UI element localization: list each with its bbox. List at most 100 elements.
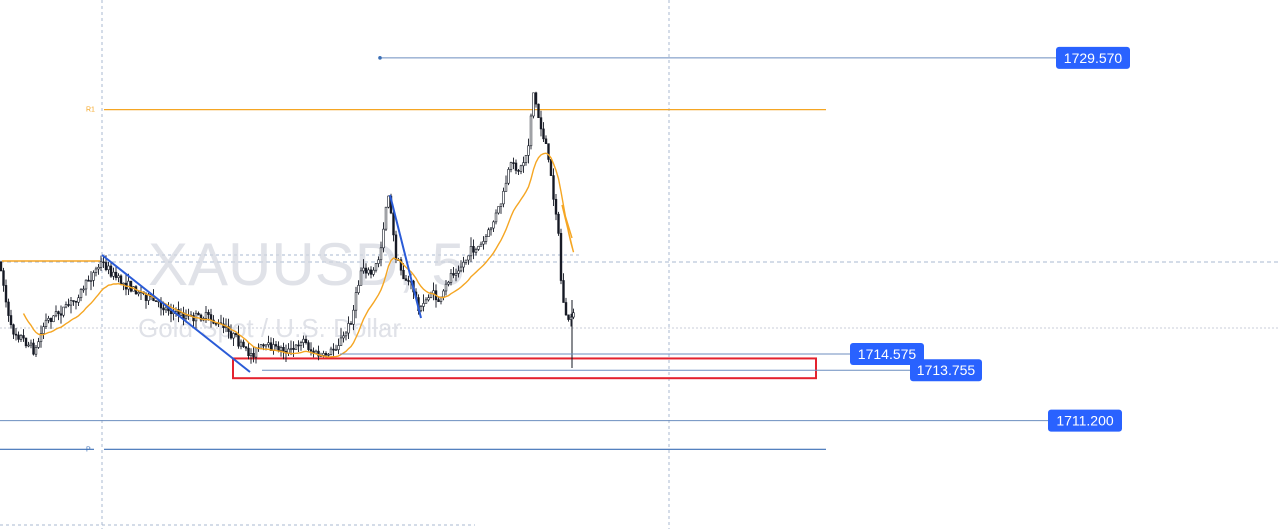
candle-body xyxy=(79,289,83,299)
candle-body xyxy=(387,195,390,208)
candle-body xyxy=(112,271,115,277)
candle-body xyxy=(109,265,113,277)
candle-body xyxy=(422,303,425,307)
candle-body xyxy=(454,273,458,276)
candle-body xyxy=(192,315,195,322)
candle-body xyxy=(137,292,140,295)
candle-body xyxy=(407,280,410,282)
candle-body xyxy=(7,301,10,316)
candle-body xyxy=(379,247,383,261)
candle-body xyxy=(292,347,295,350)
candle-body xyxy=(304,338,308,343)
candle-body xyxy=(444,283,448,292)
candle-body xyxy=(64,304,68,308)
candle-body xyxy=(372,269,375,275)
candle-body xyxy=(447,282,450,285)
candle-body xyxy=(337,345,340,350)
candle-body xyxy=(479,243,483,247)
candle-body xyxy=(382,228,385,249)
candle-body xyxy=(0,261,3,272)
trendlines[interactable] xyxy=(101,194,422,373)
candle-body xyxy=(362,267,365,272)
candle-body xyxy=(62,306,65,316)
candle-body xyxy=(534,92,538,105)
candle-body xyxy=(234,333,238,335)
candle-body xyxy=(282,346,285,352)
candle-body xyxy=(529,115,533,147)
candle-body xyxy=(369,269,373,275)
candle-body xyxy=(54,311,58,317)
candle-body xyxy=(162,307,165,311)
candle-body xyxy=(507,169,510,184)
candle-body xyxy=(514,162,518,171)
candle-body xyxy=(294,344,298,350)
candle-body xyxy=(399,259,403,271)
candle-body xyxy=(524,155,528,163)
moving-average-line xyxy=(22,152,575,358)
candle-body xyxy=(267,342,270,345)
candle-body xyxy=(247,347,250,357)
candle-body xyxy=(169,310,173,315)
candle-body xyxy=(487,229,490,237)
level-label-P: P xyxy=(86,446,91,453)
candle-body xyxy=(334,349,338,351)
candle-body xyxy=(509,162,513,170)
trendline-2 xyxy=(389,194,422,319)
candle-body xyxy=(419,306,423,312)
description-watermark: Gold Spot / U.S. Dollar xyxy=(138,313,401,343)
candle-body xyxy=(29,342,33,346)
price-tag-1713-text: 1713.755 xyxy=(917,362,976,378)
candle-body xyxy=(544,138,548,144)
candle-body xyxy=(34,347,38,355)
candle-body xyxy=(489,227,493,231)
candle-body xyxy=(394,234,398,260)
candle-body xyxy=(2,270,5,286)
candle-body xyxy=(289,347,293,350)
candle-body xyxy=(437,299,440,302)
candle-body xyxy=(42,326,45,334)
candle-body xyxy=(377,259,380,264)
candles xyxy=(0,91,575,368)
candle-body xyxy=(24,337,28,347)
candle-body xyxy=(462,261,465,268)
candle-body xyxy=(17,334,20,340)
candle-body xyxy=(492,221,495,229)
candle-body xyxy=(47,318,50,321)
candle-body xyxy=(122,282,125,285)
candle-body xyxy=(539,117,543,130)
candle-body xyxy=(552,175,555,200)
candle-body xyxy=(357,285,360,293)
candle-body xyxy=(49,318,53,322)
candle-body xyxy=(9,315,13,326)
candle-body xyxy=(22,335,25,339)
candle-body xyxy=(252,353,255,358)
support-zone[interactable] xyxy=(232,357,817,380)
candle-body xyxy=(359,270,363,286)
candle-body xyxy=(277,345,280,351)
candle-body xyxy=(72,300,75,302)
candle-body xyxy=(374,263,378,271)
trendline-1 xyxy=(101,254,251,373)
candle-body xyxy=(527,145,530,156)
candle-body xyxy=(317,350,320,357)
candle-body xyxy=(464,259,468,263)
candle-body xyxy=(402,269,405,280)
price-tag-1729-anchor xyxy=(378,56,382,60)
candle-body xyxy=(499,203,503,207)
candle-body xyxy=(114,271,118,278)
candle-body xyxy=(204,312,208,319)
candle-body xyxy=(339,337,343,346)
candle-body xyxy=(329,348,333,355)
candle-body xyxy=(497,206,500,214)
candle-body xyxy=(459,266,463,272)
candle-body xyxy=(52,315,55,322)
candle-body xyxy=(467,255,470,261)
candle-body xyxy=(37,341,40,348)
candle-body xyxy=(384,206,388,230)
candle-body xyxy=(227,326,230,332)
candle-body xyxy=(214,322,218,325)
candle-body xyxy=(324,353,328,356)
candle-body xyxy=(367,269,370,274)
candle-body xyxy=(512,162,515,164)
